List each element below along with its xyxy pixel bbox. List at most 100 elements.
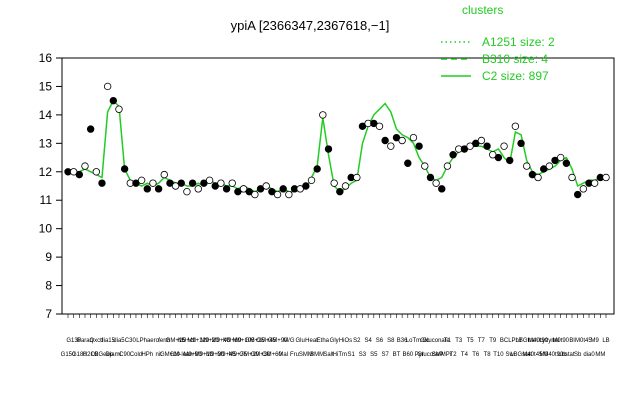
x-tick-label: C30 (125, 338, 137, 344)
x-tick-label: M9+120 (187, 338, 210, 344)
x-tick-label: aero (147, 338, 160, 344)
data-point (194, 185, 202, 193)
x-tick-label: dia15 (100, 338, 115, 344)
data-point (375, 122, 384, 130)
data-point (523, 162, 531, 170)
x-tick-label: GM+90 (268, 338, 289, 344)
x-tick-label: H2O2 (83, 352, 99, 358)
data-point (506, 156, 514, 165)
x-tick-label: C90 (119, 352, 131, 358)
x-tick-label: T7 (478, 338, 486, 344)
data-point (449, 151, 457, 159)
data-point (137, 176, 146, 185)
data-point (381, 136, 389, 145)
x-tick-label: Oxctl (89, 338, 103, 344)
data-point (154, 185, 163, 193)
x-tick-label: Bl (569, 338, 574, 344)
data-point (534, 173, 542, 182)
data-point (556, 153, 565, 162)
x-tick-label: Gluconate (422, 338, 450, 344)
x-tick-label: M0t90 (552, 338, 569, 344)
x-tick-label: M40t45 (522, 352, 543, 358)
x-tick-label: M9+30 (206, 352, 225, 358)
data-point (324, 145, 333, 153)
x-tick-label: GM+30 (251, 352, 272, 358)
x-tick-label: HiOs (339, 338, 352, 344)
x-tick-label: S3 (359, 352, 367, 358)
x-tick-label: LoTm (406, 338, 421, 344)
x-tick-label: M9+40 (212, 338, 231, 344)
x-tick-label: Glc (420, 338, 429, 344)
y-tick-label: 8 (45, 279, 52, 293)
data-point (205, 176, 214, 185)
x-tick-label: GM-lean (170, 352, 193, 358)
data-point (109, 96, 118, 105)
data-point (477, 136, 486, 145)
x-tick-label: Glu (296, 338, 305, 344)
x-tick-label: M9+10 (195, 352, 214, 358)
x-tick-label: LPhT (508, 338, 523, 344)
data-point (75, 170, 84, 179)
x-tick-label: GM+60 (262, 352, 283, 358)
data-point (262, 182, 270, 190)
x-tick-label: M9+45 (217, 352, 236, 358)
data-point (336, 187, 344, 196)
data-point (103, 82, 112, 91)
y-tick-label: 13 (39, 136, 53, 150)
legend-label: B310 size: 4 (482, 52, 548, 66)
data-point (222, 185, 231, 193)
point-layer (64, 82, 610, 199)
legend-title: clusters (462, 3, 503, 17)
x-tick-label: M9+90 (183, 352, 202, 358)
x-tick-label: T8 (484, 352, 492, 358)
data-point (341, 182, 350, 190)
series-line-c2 (68, 99, 606, 193)
x-tick-label: G180 (72, 352, 87, 358)
x-tick-label: M0 (540, 352, 549, 358)
x-axis: G150 G135 G180 Paraq H2O2 Oxctl LBGexp dia15 Dia… (61, 314, 610, 358)
x-tick-label: B60 (402, 352, 413, 358)
data-point (545, 162, 554, 170)
y-tick-label: 16 (39, 51, 53, 65)
data-point (279, 185, 287, 193)
data-point (590, 179, 599, 187)
x-tick-label: S5 (370, 352, 378, 358)
x-tick-label: M9+60 (223, 338, 242, 344)
data-point (183, 187, 191, 196)
x-tick-label: SMM (299, 352, 313, 358)
x-tick-label: SMMPr (432, 352, 452, 358)
legend: clusters A1251 size: 2 B310 size: 4 C2 siz… (441, 3, 555, 83)
data-point (319, 111, 327, 119)
x-tick-label: dia5 (113, 338, 125, 344)
x-tick-label: S2 (353, 338, 361, 344)
y-tick-label: 10 (39, 222, 53, 236)
y-tick-label: 11 (40, 193, 53, 207)
data-point (115, 105, 123, 113)
x-tick-label: B36 (397, 338, 408, 344)
x-tick-label: Lbstat (558, 352, 575, 358)
data-point (573, 190, 582, 199)
x-tick-label: GM+25 (245, 338, 266, 344)
x-tick-label: S8 (387, 338, 395, 344)
data-point (398, 136, 406, 145)
x-tick-label: LBGtran (516, 338, 538, 344)
series-layer (68, 99, 606, 193)
data-point (483, 142, 491, 150)
x-tick-label: Sb (574, 352, 582, 358)
x-tick-label: Cold (130, 352, 142, 358)
data-point (92, 168, 101, 176)
x-tick-label: T9 (489, 338, 497, 344)
x-tick-label: S4 (364, 338, 372, 344)
data-point (273, 190, 282, 199)
data-point (443, 162, 452, 170)
x-tick-label: G135 (66, 338, 81, 344)
x-tick-label: Fru (290, 352, 299, 358)
x-tick-label: GM+20 (239, 352, 260, 358)
data-point (81, 162, 89, 170)
data-point (404, 159, 412, 167)
data-point (517, 139, 525, 148)
x-tick-label: M9 (591, 338, 600, 344)
data-point (494, 153, 503, 162)
x-tick-label: BT (393, 352, 401, 358)
legend-label: C2 size: 897 (482, 69, 549, 83)
